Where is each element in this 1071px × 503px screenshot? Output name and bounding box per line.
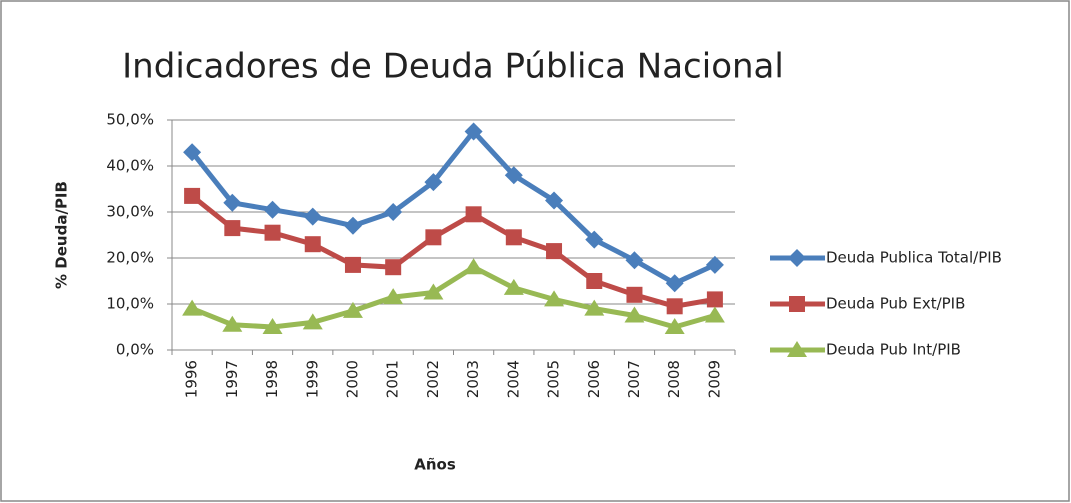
marker [183, 143, 202, 162]
legend-label: Deuda Publica Total/PIB [826, 249, 1002, 267]
x-tick-label: 2000 [343, 360, 361, 398]
marker [586, 273, 603, 289]
marker [343, 216, 362, 235]
marker [463, 258, 484, 275]
marker [424, 173, 443, 192]
y-tick-label: 20,0% [106, 249, 154, 267]
x-tick-label: 2003 [464, 360, 482, 398]
marker [544, 290, 565, 307]
y-tick-label: 50,0% [106, 111, 154, 129]
marker [705, 255, 724, 274]
x-tick-label: 2002 [424, 360, 442, 398]
marker [383, 288, 404, 305]
x-tick-label: 1997 [223, 360, 241, 398]
marker [264, 224, 281, 241]
marker [789, 296, 805, 312]
y-tick-label: 30,0% [106, 203, 154, 221]
marker [263, 200, 282, 219]
marker [505, 229, 522, 246]
marker [787, 341, 807, 357]
marker [546, 243, 563, 260]
marker [223, 193, 242, 212]
marker [664, 318, 685, 334]
chart-title: Indicadores de Deuda Pública Nacional [122, 47, 784, 87]
marker [625, 251, 644, 270]
marker [545, 191, 564, 210]
x-tick-label: 2006 [585, 360, 603, 398]
marker [704, 306, 725, 323]
marker [184, 187, 201, 204]
x-tick-label: 1998 [263, 360, 281, 398]
marker [302, 313, 323, 330]
x-tick-label: 2008 [665, 360, 683, 398]
marker [423, 283, 444, 300]
marker [385, 259, 402, 276]
marker [303, 207, 322, 226]
marker [585, 230, 604, 249]
y-axis-label: % Deuda/PIB [53, 181, 71, 289]
marker [464, 122, 483, 141]
marker [344, 256, 361, 273]
marker [665, 274, 684, 293]
x-tick-label: 1999 [303, 360, 321, 398]
y-tick-label: 0,0% [116, 341, 154, 359]
marker [384, 203, 403, 221]
legend-label: Deuda Pub Int/PIB [826, 341, 961, 359]
marker [222, 315, 243, 332]
marker [465, 206, 482, 223]
marker [503, 278, 524, 295]
marker [304, 236, 321, 253]
marker [624, 306, 645, 323]
marker [182, 299, 203, 316]
marker [706, 291, 723, 308]
x-tick-label: 2004 [504, 360, 522, 398]
marker [425, 229, 442, 246]
series-line [191, 264, 716, 330]
marker [262, 318, 283, 334]
x-tick-label: 2005 [545, 360, 563, 398]
marker [504, 166, 523, 185]
x-tick-label: 2009 [705, 360, 723, 398]
x-tick-label: 1996 [183, 360, 201, 398]
marker [666, 298, 683, 315]
marker [788, 249, 806, 267]
y-tick-label: 40,0% [106, 157, 154, 175]
marker [584, 299, 605, 316]
x-tick-label: 2001 [384, 360, 402, 398]
marker [342, 301, 363, 318]
marker [224, 220, 241, 237]
x-axis-label: Años [414, 456, 456, 474]
x-tick-label: 2007 [625, 360, 643, 398]
legend-label: Deuda Pub Ext/PIB [826, 295, 965, 313]
marker [626, 286, 643, 303]
y-tick-label: 10,0% [106, 295, 154, 313]
